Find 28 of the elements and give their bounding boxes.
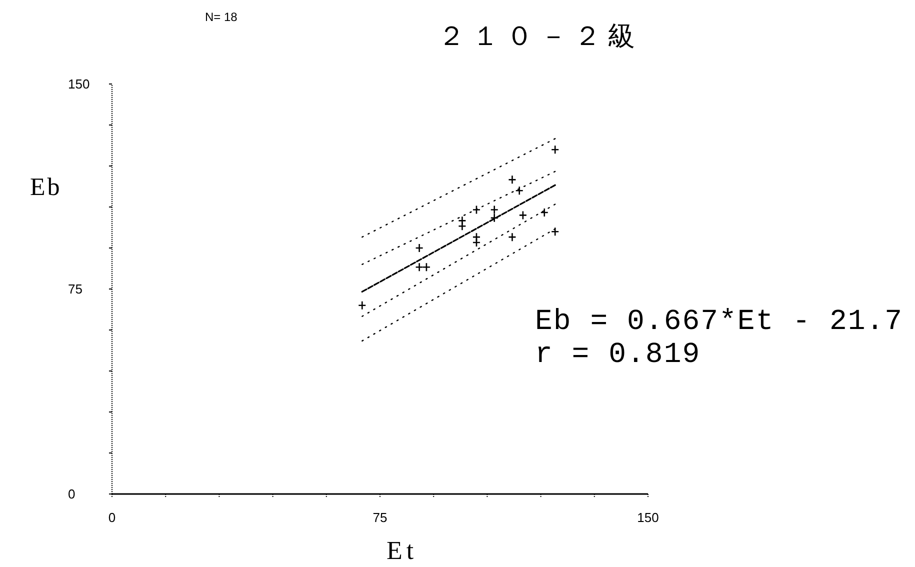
point — [540, 208, 549, 218]
x-tick-label: 75 — [372, 510, 388, 525]
point — [515, 186, 524, 196]
point — [415, 243, 424, 253]
point — [472, 205, 481, 214]
point — [550, 226, 560, 236]
point — [415, 262, 424, 272]
point — [458, 221, 466, 231]
point — [490, 205, 498, 214]
x-tick-label: 0 — [108, 510, 116, 525]
annotation: Eb = 0.667*Et - 21.7 — [535, 305, 904, 338]
point — [550, 144, 560, 154]
point — [508, 232, 516, 242]
point — [358, 300, 366, 310]
y-tick-label: 150 — [68, 76, 90, 92]
point — [472, 238, 481, 248]
text: N= 18 — [205, 10, 238, 24]
x-axis-title: Et — [386, 536, 418, 565]
y-tick-label: 75 — [68, 282, 82, 296]
point — [508, 175, 516, 184]
point — [422, 262, 431, 272]
y-tick-label: 0 — [68, 486, 76, 502]
point — [490, 213, 498, 223]
annotation: r = 0.819 — [535, 338, 701, 371]
y-axis-title: Eb — [30, 174, 62, 201]
x-tick-label: 150 — [637, 510, 659, 525]
point — [518, 210, 528, 220]
chart-title: ２１０－２級 — [438, 21, 642, 51]
